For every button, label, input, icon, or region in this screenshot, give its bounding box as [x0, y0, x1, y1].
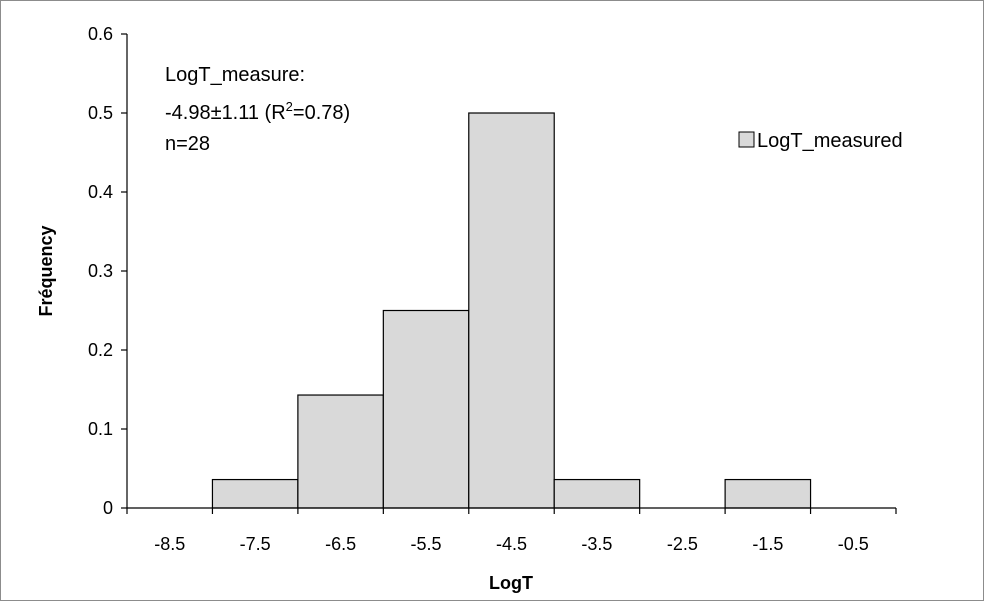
x-tick-label: -6.5: [325, 534, 356, 554]
x-tick-label: -0.5: [838, 534, 869, 554]
annotation-line-1: LogT_measure:: [165, 64, 305, 86]
y-tick-label: 0.5: [88, 103, 113, 123]
x-ticks-group: -8.5 -7.5 -6.5 -5.5 -4.5 -3.5 -2.5 -1.5 -0.5: [126, 508, 897, 554]
y-tick-label: 0.6: [88, 24, 113, 44]
y-axis-title: Fréquency: [36, 225, 56, 316]
histogram-bar: [297, 394, 384, 509]
legend-swatch: [738, 131, 755, 148]
stats-annotation: LogT_measure: -4.98±1.11 (R2=0.78) n=28: [165, 64, 350, 155]
y-tick-label: 0: [103, 498, 113, 518]
x-tick-label: -3.5: [581, 534, 612, 554]
histogram-bar: [724, 478, 812, 509]
histogram-bar: [553, 478, 641, 509]
histogram-bar: [382, 309, 470, 509]
y-ticks-group: 0 0.1 0.2 0.3 0.4 0.5 0.6: [88, 24, 127, 518]
x-axis-title: LogT: [489, 573, 533, 593]
x-tick-label: -5.5: [411, 534, 442, 554]
x-tick-label: -1.5: [752, 534, 783, 554]
x-tick-label: -2.5: [667, 534, 698, 554]
x-tick-label: -7.5: [240, 534, 271, 554]
y-tick-label: 0.3: [88, 261, 113, 281]
y-tick-label: 0.1: [88, 419, 113, 439]
histogram-bar: [468, 112, 555, 509]
annotation-line-2-sup: 2: [286, 99, 293, 114]
bars-group: [211, 112, 812, 509]
x-tick-label: -4.5: [496, 534, 527, 554]
annotation-line-2-suffix: =0.78): [293, 102, 350, 124]
x-tick-label: -8.5: [154, 534, 185, 554]
histogram-bar: [211, 478, 299, 509]
legend-label: LogT_measured: [757, 130, 903, 152]
annotation-line-3: n=28: [165, 133, 210, 155]
legend: LogT_measured: [738, 130, 903, 152]
y-tick-label: 0.4: [88, 182, 113, 202]
annotation-line-2: -4.98±1.11 (R2=0.78): [165, 99, 350, 124]
y-tick-label: 0.2: [88, 340, 113, 360]
annotation-line-2-prefix: -4.98±1.11 (R: [165, 102, 286, 124]
